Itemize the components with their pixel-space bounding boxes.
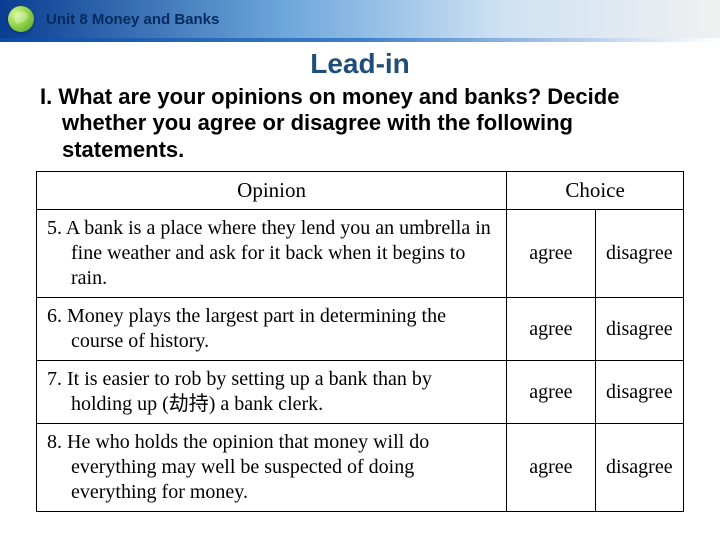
table-row: 6. Money plays the largest part in deter… <box>37 298 684 361</box>
choice-agree[interactable]: agree <box>507 424 595 512</box>
choice-agree[interactable]: agree <box>507 298 595 361</box>
table-row: 7. It is easier to rob by setting up a b… <box>37 361 684 424</box>
opinion-cell: 6. Money plays the largest part in deter… <box>37 298 507 361</box>
opinion-table: Opinion Choice 5. A bank is a place wher… <box>36 171 684 512</box>
opinion-cell: 7. It is easier to rob by setting up a b… <box>37 361 507 424</box>
choice-disagree[interactable]: disagree <box>595 424 683 512</box>
opinion-text: 5. A bank is a place where they lend you… <box>47 216 496 291</box>
header-bar: Unit 8 Money and Banks <box>0 0 720 38</box>
leadin-text: Lead-in <box>310 48 410 79</box>
opinion-text: 6. Money plays the largest part in deter… <box>47 304 496 354</box>
choice-disagree[interactable]: disagree <box>595 210 683 298</box>
opinion-text: 8. He who holds the opinion that money w… <box>47 430 496 505</box>
opinion-cell: 5. A bank is a place where they lend you… <box>37 210 507 298</box>
choice-disagree[interactable]: disagree <box>595 361 683 424</box>
leadin-heading: Lead-in <box>0 48 720 80</box>
header-opinion: Opinion <box>37 172 507 210</box>
instruction-text: I. What are your opinions on money and b… <box>40 84 680 163</box>
choice-agree[interactable]: agree <box>507 361 595 424</box>
table-row: 8. He who holds the opinion that money w… <box>37 424 684 512</box>
header-underline <box>0 38 720 42</box>
opinion-text: 7. It is easier to rob by setting up a b… <box>47 367 496 417</box>
unit-title: Unit 8 Money and Banks <box>46 11 219 28</box>
choice-agree[interactable]: agree <box>507 210 595 298</box>
choice-disagree[interactable]: disagree <box>595 298 683 361</box>
header-choice: Choice <box>507 172 684 210</box>
table-row: 5. A bank is a place where they lend you… <box>37 210 684 298</box>
opinion-cell: 8. He who holds the opinion that money w… <box>37 424 507 512</box>
table-header-row: Opinion Choice <box>37 172 684 210</box>
globe-leaf-icon <box>8 6 34 32</box>
